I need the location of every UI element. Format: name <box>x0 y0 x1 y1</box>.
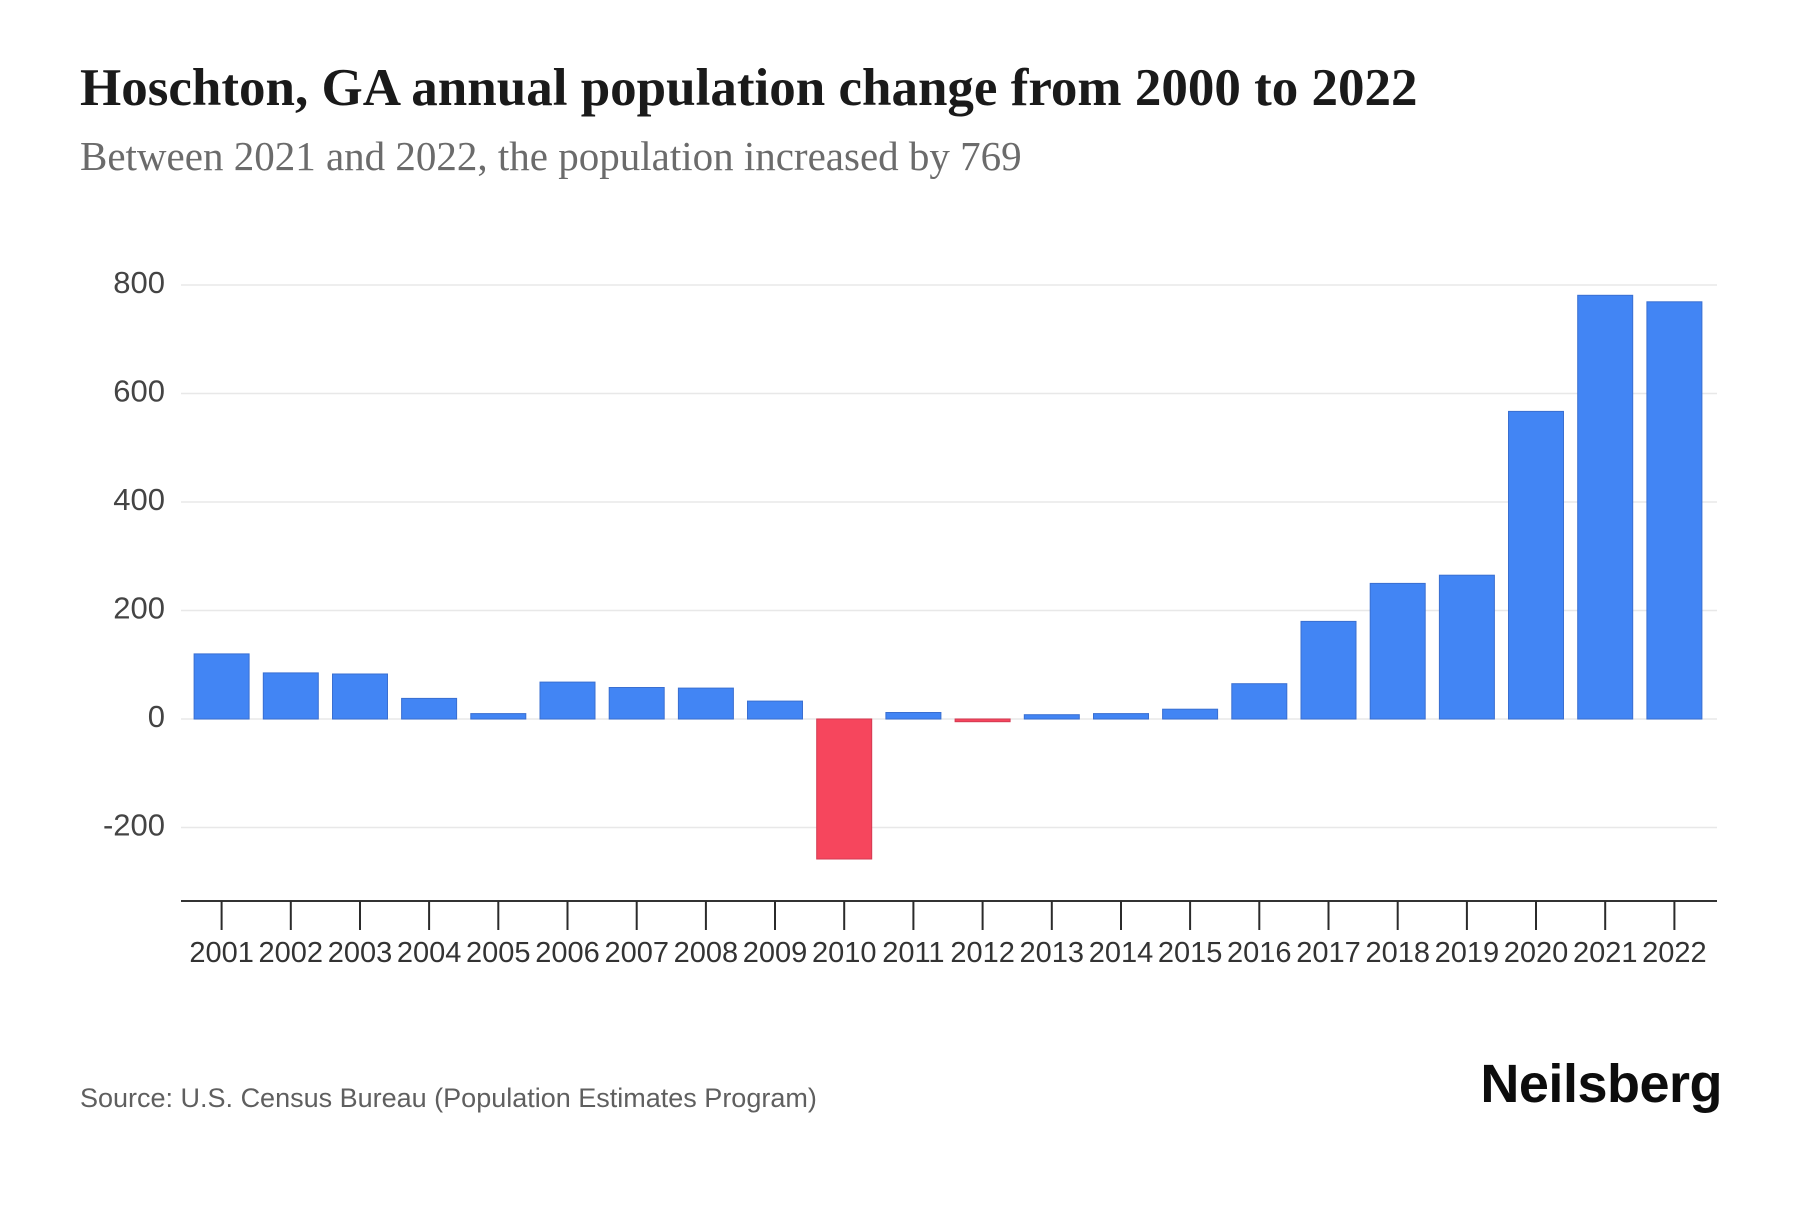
svg-text:600: 600 <box>113 374 165 409</box>
svg-text:2006: 2006 <box>535 937 600 969</box>
svg-text:2004: 2004 <box>397 937 462 969</box>
svg-text:2013: 2013 <box>1020 937 1085 969</box>
svg-text:2009: 2009 <box>743 937 808 969</box>
svg-text:2005: 2005 <box>466 937 531 969</box>
svg-text:2019: 2019 <box>1435 937 1500 969</box>
svg-text:200: 200 <box>113 591 165 626</box>
svg-text:2020: 2020 <box>1504 937 1569 969</box>
svg-text:2007: 2007 <box>604 937 669 969</box>
svg-text:0: 0 <box>148 699 165 734</box>
svg-text:2016: 2016 <box>1227 937 1292 969</box>
svg-text:2002: 2002 <box>259 937 324 969</box>
svg-text:-200: -200 <box>103 808 165 843</box>
svg-text:800: 800 <box>113 265 165 300</box>
svg-text:2017: 2017 <box>1296 937 1361 969</box>
svg-text:2003: 2003 <box>328 937 393 969</box>
svg-text:2021: 2021 <box>1573 937 1638 969</box>
svg-text:2022: 2022 <box>1642 937 1707 969</box>
svg-text:2010: 2010 <box>812 937 877 969</box>
svg-text:2012: 2012 <box>950 937 1015 969</box>
svg-text:400: 400 <box>113 482 165 517</box>
svg-text:2014: 2014 <box>1089 937 1154 969</box>
svg-text:2018: 2018 <box>1365 937 1430 969</box>
svg-text:2015: 2015 <box>1158 937 1223 969</box>
svg-text:2001: 2001 <box>189 937 254 969</box>
svg-text:2008: 2008 <box>674 937 739 969</box>
svg-text:2011: 2011 <box>882 937 944 969</box>
